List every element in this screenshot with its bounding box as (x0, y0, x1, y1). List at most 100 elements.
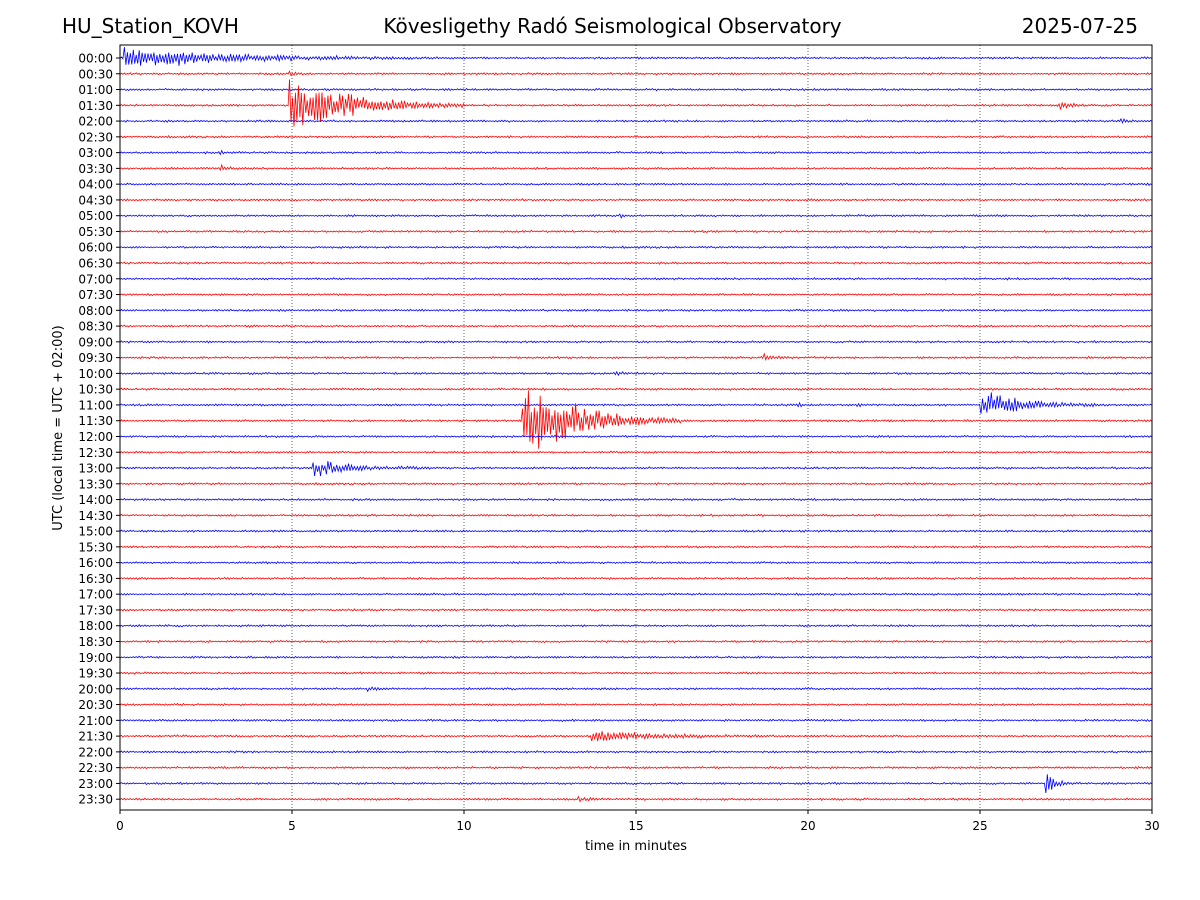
x-tick-label: 5 (288, 819, 296, 833)
y-axis-label: UTC (local time = UTC + 02:00) (51, 325, 66, 530)
y-tick-label: 23:00 (78, 777, 113, 791)
seismogram-traces (119, 47, 1153, 803)
y-tick-label: 23:30 (78, 793, 113, 807)
trace-row-2300 (119, 774, 1153, 794)
y-tick-label: 13:00 (78, 462, 113, 476)
y-tick-label: 22:30 (78, 761, 113, 775)
trace-row-0330 (119, 163, 1153, 172)
trace-row-1630 (119, 576, 1153, 581)
x-tick-label: 30 (1144, 819, 1159, 833)
y-tick-label: 00:30 (78, 67, 113, 81)
trace-row-2030 (119, 702, 1153, 707)
y-tick-label: 19:00 (78, 651, 113, 665)
y-tick-label: 00:00 (78, 52, 113, 66)
trace-row-0700 (119, 277, 1153, 281)
trace-row-2100 (119, 718, 1153, 723)
trace-row-0000 (119, 47, 1153, 66)
trace-row-0400 (119, 182, 1153, 186)
y-tick-label: 09:00 (78, 335, 113, 349)
y-tick-label: 20:30 (78, 698, 113, 712)
y-tick-label: 18:30 (78, 635, 113, 649)
chart-title: Kövesligethy Radó Seismological Observat… (383, 14, 842, 38)
trace-row-1600 (119, 560, 1153, 565)
trace-row-0230 (119, 135, 1153, 139)
y-tick-label: 01:00 (78, 83, 113, 97)
y-tick-label: 02:00 (78, 115, 113, 129)
station-name: HU_Station_KOVH (62, 14, 239, 38)
trace-row-0930 (119, 352, 1153, 361)
y-tick-label: 16:30 (78, 572, 113, 586)
y-tick-label: 03:30 (78, 162, 113, 176)
y-tick-label: 04:30 (78, 193, 113, 207)
x-tick-label: 25 (972, 819, 987, 833)
trace-row-0830 (119, 324, 1153, 328)
trace-row-0200 (119, 117, 1153, 125)
y-tick-label: 22:00 (78, 745, 113, 759)
y-tick-label: 17:30 (78, 603, 113, 617)
trace-row-2330 (119, 795, 1153, 803)
trace-row-1330 (119, 481, 1153, 486)
trace-row-1400 (119, 497, 1153, 502)
trace-row-0430 (119, 198, 1153, 202)
trace-row-1730 (119, 608, 1153, 612)
trace-row-0530 (119, 229, 1153, 234)
trace-row-1800 (119, 623, 1153, 628)
y-tick-label: 17:00 (78, 588, 113, 602)
y-tick-label: 11:00 (78, 398, 113, 412)
y-tick-label: 18:00 (78, 619, 113, 633)
trace-row-0100 (119, 87, 1153, 92)
trace-row-1500 (119, 529, 1153, 533)
trace-row-0800 (119, 308, 1153, 313)
y-tick-label: 14:30 (78, 509, 113, 523)
trace-row-1100 (119, 392, 1153, 414)
y-tick-label: 09:30 (78, 351, 113, 365)
trace-row-2130 (119, 731, 1153, 742)
y-tick-label: 14:00 (78, 493, 113, 507)
trace-row-0030 (119, 70, 1153, 77)
x-axis-ticks: 0 5 10 15 20 25 30 (116, 810, 1160, 833)
y-tick-label: 15:00 (78, 525, 113, 539)
trace-row-2000 (119, 686, 1153, 693)
trace-row-0300 (119, 149, 1153, 156)
trace-row-0630 (119, 261, 1153, 265)
y-tick-label: 21:00 (78, 714, 113, 728)
x-tick-label: 15 (628, 819, 643, 833)
y-tick-label: 04:00 (78, 178, 113, 192)
y-tick-label: 03:00 (78, 146, 113, 160)
trace-row-2200 (119, 750, 1153, 754)
trace-row-1430 (119, 513, 1153, 518)
trace-row-1030 (119, 387, 1153, 391)
y-tick-label: 16:00 (78, 556, 113, 570)
trace-row-0130 (119, 79, 1153, 127)
trace-row-1530 (119, 545, 1153, 549)
y-tick-label: 20:00 (78, 682, 113, 696)
y-tick-label: 05:30 (78, 225, 113, 239)
x-tick-label: 10 (456, 819, 471, 833)
y-tick-label: 15:30 (78, 540, 113, 554)
y-tick-label: 06:30 (78, 257, 113, 271)
y-tick-label: 07:30 (78, 288, 113, 302)
trace-row-0500 (119, 213, 1153, 219)
y-tick-label: 01:30 (78, 99, 113, 113)
y-tick-label: 08:30 (78, 320, 113, 334)
x-tick-label: 0 (116, 819, 124, 833)
y-tick-label: 13:30 (78, 477, 113, 491)
trace-row-1930 (119, 671, 1153, 675)
y-tick-label: 10:30 (78, 383, 113, 397)
y-tick-label: 19:30 (78, 667, 113, 681)
y-tick-label: 08:00 (78, 304, 113, 318)
y-tick-label: 10:00 (78, 367, 113, 381)
trace-row-1300 (119, 461, 1153, 477)
trace-row-0900 (119, 340, 1153, 344)
trace-row-1700 (119, 592, 1153, 597)
trace-row-0600 (119, 245, 1153, 250)
y-tick-label: 06:00 (78, 241, 113, 255)
y-tick-label: 02:30 (78, 130, 113, 144)
x-tick-label: 20 (800, 819, 815, 833)
trace-row-1000 (119, 370, 1153, 377)
y-tick-label: 21:30 (78, 730, 113, 744)
y-tick-label: 11:30 (78, 414, 113, 428)
trace-row-1200 (119, 434, 1153, 439)
